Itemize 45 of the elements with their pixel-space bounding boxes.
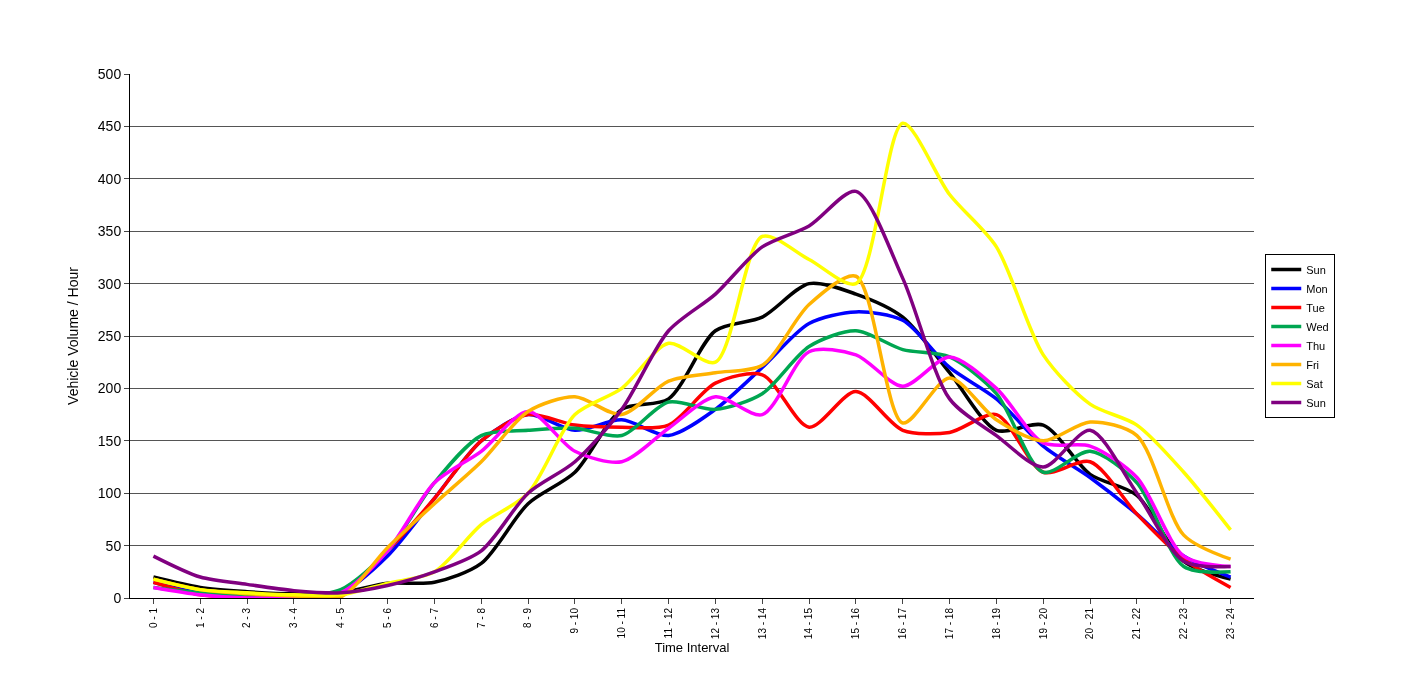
x-tick-label: 20 - 21 (1084, 607, 1096, 640)
x-tick-label: 12 - 13 (709, 607, 721, 640)
y-tick-label: 400 (97, 170, 122, 187)
legend-label: Sun (1306, 263, 1326, 276)
x-tick-label: 0 - 1 (147, 607, 159, 629)
y-tick-label: 150 (97, 432, 122, 449)
y-tick-label: 100 (97, 485, 122, 502)
x-axis-title: Time Interval (654, 639, 730, 655)
legend-label: Sat (1306, 377, 1323, 390)
x-tick-label: 1 - 2 (194, 607, 206, 629)
legend-label: Wed (1306, 320, 1329, 333)
x-tick-label: 8 - 9 (522, 607, 534, 629)
y-tick-label: 250 (97, 327, 122, 344)
y-axis-title: Vehicle Volume / Hour (65, 266, 82, 405)
x-tick-label: 23 - 24 (1224, 607, 1236, 640)
x-tick-label: 13 - 14 (756, 607, 768, 640)
y-tick-label: 200 (97, 380, 122, 397)
y-tick-label: 50 (105, 537, 122, 554)
legend-label: Thu (1306, 339, 1326, 352)
x-tick-label: 7 - 8 (475, 607, 487, 629)
x-tick-label: 2 - 3 (241, 607, 253, 629)
x-tick-label: 10 - 11 (616, 607, 627, 639)
x-tick-label: 5 - 6 (381, 607, 393, 629)
x-tick-label: 21 - 22 (1131, 607, 1143, 640)
x-tick-label: 3 - 4 (288, 607, 300, 629)
x-tick-label: 16 - 17 (897, 607, 908, 640)
y-tick-label: 350 (97, 223, 122, 240)
legend-label: Sun (1306, 396, 1326, 409)
x-tick-label: 17 - 18 (943, 607, 955, 640)
y-tick-label: 0 (113, 589, 122, 606)
y-tick-label: 500 (97, 65, 122, 82)
x-tick-label: 22 - 23 (1178, 607, 1189, 640)
legend-label: Tue (1306, 301, 1325, 314)
y-tick-label: 300 (97, 275, 122, 292)
x-tick-label: 6 - 7 (428, 607, 440, 629)
x-tick-label: 9 - 10 (569, 607, 581, 634)
legend-label: Fri (1306, 358, 1320, 371)
x-tick-label: 14 - 15 (803, 607, 815, 640)
legend-label: Mon (1306, 282, 1328, 295)
y-tick-label: 450 (97, 118, 122, 135)
x-tick-label: 19 - 20 (1037, 607, 1049, 640)
x-tick-label: 11 - 12 (662, 607, 674, 639)
x-tick-label: 15 - 16 (850, 607, 862, 640)
x-tick-label: 4 - 5 (335, 607, 346, 629)
x-tick-label: 18 - 19 (990, 607, 1002, 640)
